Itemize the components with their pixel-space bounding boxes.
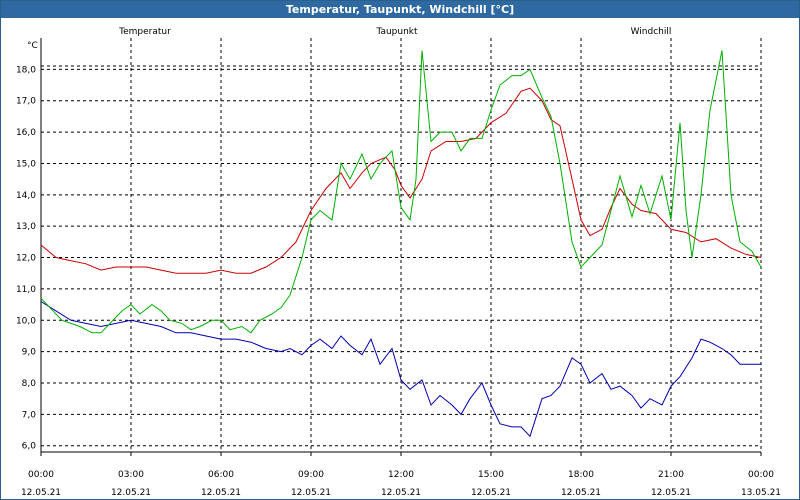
y-tick-label: 17,0 [16, 97, 36, 107]
y-tick-label: 9,0 [22, 348, 37, 358]
y-axis-unit-label: °C [27, 41, 38, 51]
series-line-taupunkt [40, 301, 761, 438]
legend-entry-windchill: Windchill [631, 27, 672, 37]
y-tick-label: 15,0 [16, 159, 36, 169]
x-tick-labels: 00:00 12.05.21 03:00 12.05.21 06:00 12.05.21 0… [21, 452, 781, 498]
x-tick-time: 18:00 [568, 470, 594, 480]
x-tick-date: 13.05.21 [741, 488, 781, 498]
y-tick-label: 10,0 [16, 316, 36, 326]
y-tick-label: 16,0 [16, 128, 36, 138]
legend-entry-temperatur: Temperatur [118, 27, 171, 37]
x-tick-date: 12.05.21 [291, 488, 331, 498]
line-chart: °C 6,0 7,0 8,0 9,0 10,0 11,0 12,0 13,0 14,0 15,0 1… [16, 27, 781, 498]
series-lines [40, 50, 762, 438]
x-tick-date: 12.05.21 [471, 488, 511, 498]
y-tick-label: 18,0 [16, 65, 36, 75]
x-tick-time: 06:00 [208, 470, 234, 480]
x-tick-date: 12.05.21 [21, 488, 61, 498]
y-tick-label: 14,0 [16, 191, 36, 201]
legend-entry-taupunkt: Taupunkt [375, 27, 418, 37]
y-tick-label: 7,0 [22, 410, 37, 420]
x-tick-time: 15:00 [478, 470, 504, 480]
x-tick-date: 12.05.21 [111, 488, 151, 498]
x-tick-time: 12:00 [388, 470, 414, 480]
x-tick-time: 09:00 [298, 470, 324, 480]
x-tick-time: 00:00 [748, 470, 774, 480]
y-tick-label: 11,0 [16, 285, 36, 295]
y-tick-label: 6,0 [22, 442, 37, 452]
chart-title: Temperatur, Taupunkt, Windchill [°C] [1, 1, 799, 18]
y-tick-label: 12,0 [16, 254, 36, 264]
x-tick-time: 03:00 [118, 470, 144, 480]
x-tick-date: 12.05.21 [651, 488, 691, 498]
x-tick-date: 12.05.21 [201, 488, 241, 498]
grid-lines [41, 38, 762, 452]
y-tick-labels: 6,0 7,0 8,0 9,0 10,0 11,0 12,0 13,0 14,0 15,0 16,0… [16, 65, 36, 451]
series-line-windchill [40, 50, 762, 334]
series-line-temperatur [40, 87, 762, 274]
y-tick-label: 8,0 [22, 379, 37, 389]
x-tick-time: 00:00 [28, 470, 54, 480]
x-tick-date: 12.05.21 [561, 488, 601, 498]
x-tick-time: 21:00 [658, 470, 684, 480]
legend: Temperatur Taupunkt Windchill [118, 27, 671, 37]
y-tick-label: 13,0 [16, 222, 36, 232]
x-tick-date: 12.05.21 [381, 488, 421, 498]
